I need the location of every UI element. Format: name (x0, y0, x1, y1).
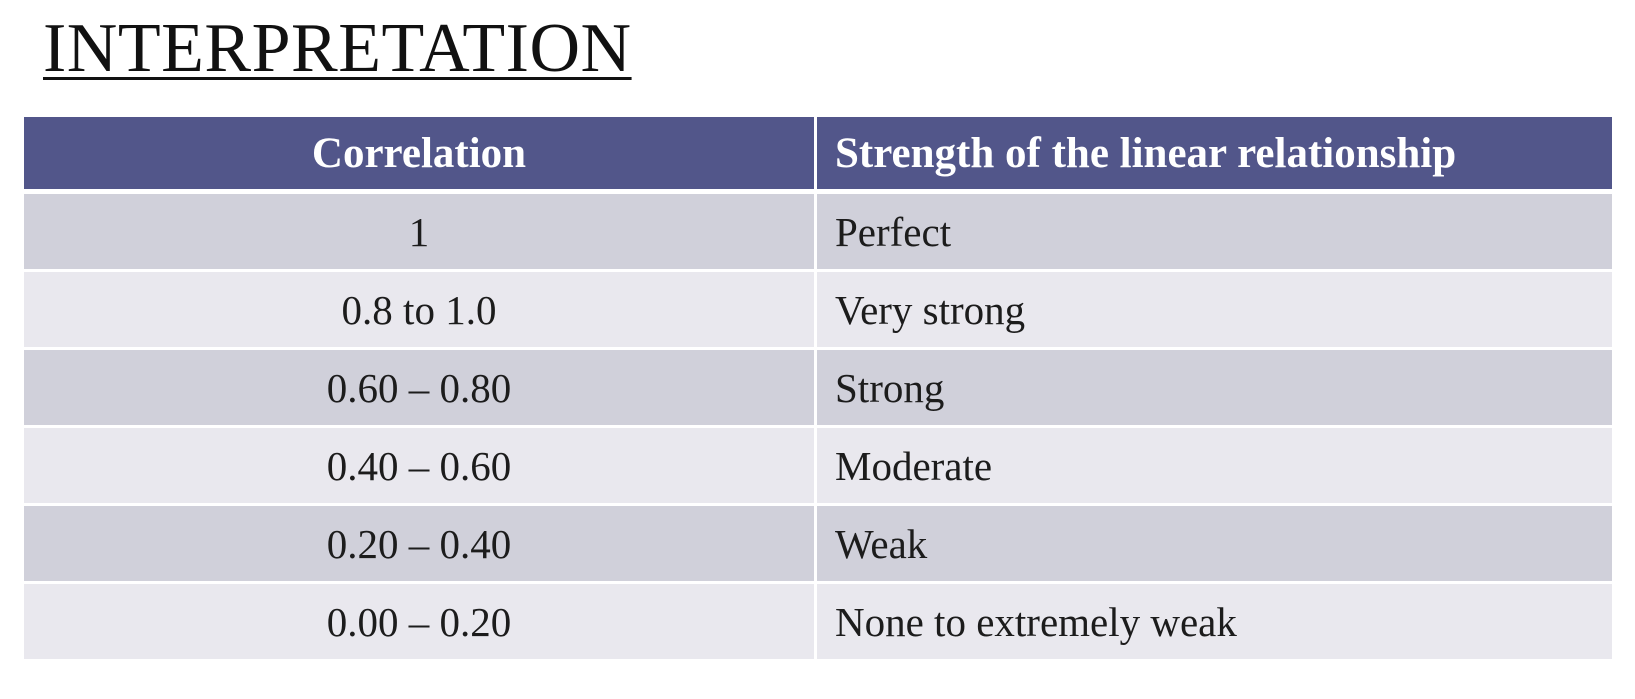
interpretation-table: Correlation Strength of the linear relat… (24, 117, 1612, 662)
header-row: Correlation Strength of the linear relat… (24, 117, 1612, 194)
table-header: Correlation Strength of the linear relat… (24, 117, 1612, 194)
strength-cell: Perfect (814, 194, 1612, 272)
correlation-cell: 0.60 – 0.80 (24, 350, 814, 428)
table-row: 0.00 – 0.20 None to extremely weak (24, 584, 1612, 662)
strength-cell: Strong (814, 350, 1612, 428)
correlation-cell: 0.8 to 1.0 (24, 272, 814, 350)
correlation-cell: 0.40 – 0.60 (24, 428, 814, 506)
correlation-cell: 0.00 – 0.20 (24, 584, 814, 662)
table-row: 0.8 to 1.0 Very strong (24, 272, 1612, 350)
table-row: 1 Perfect (24, 194, 1612, 272)
strength-cell: Very strong (814, 272, 1612, 350)
table-row: 0.60 – 0.80 Strong (24, 350, 1612, 428)
table-body: 1 Perfect 0.8 to 1.0 Very strong 0.60 – … (24, 194, 1612, 662)
strength-cell: None to extremely weak (814, 584, 1612, 662)
strength-cell: Moderate (814, 428, 1612, 506)
interpretation-table-container: Correlation Strength of the linear relat… (24, 117, 1612, 662)
correlation-cell: 0.20 – 0.40 (24, 506, 814, 584)
correlation-cell: 1 (24, 194, 814, 272)
strength-cell: Weak (814, 506, 1612, 584)
table-row: 0.40 – 0.60 Moderate (24, 428, 1612, 506)
column-header-strength: Strength of the linear relationship (814, 117, 1612, 194)
table-row: 0.20 – 0.40 Weak (24, 506, 1612, 584)
column-header-correlation: Correlation (24, 117, 814, 194)
slide-title: INTERPRETATION (43, 10, 632, 87)
